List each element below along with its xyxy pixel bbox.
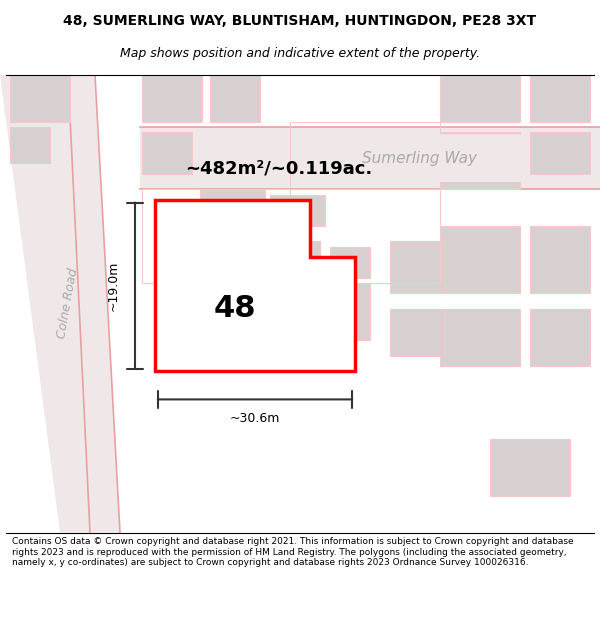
- Bar: [530, 75, 590, 122]
- Bar: [200, 189, 265, 226]
- Bar: [210, 75, 260, 122]
- Text: ~482m²/~0.119ac.: ~482m²/~0.119ac.: [185, 159, 372, 177]
- Polygon shape: [0, 75, 120, 532]
- Bar: [390, 241, 445, 293]
- Bar: [330, 246, 370, 278]
- Polygon shape: [155, 200, 355, 371]
- Bar: [200, 236, 250, 278]
- Bar: [490, 439, 570, 496]
- Bar: [440, 75, 520, 122]
- Bar: [440, 226, 520, 293]
- Text: Map shows position and indicative extent of the property.: Map shows position and indicative extent…: [120, 48, 480, 61]
- Bar: [10, 127, 50, 163]
- Bar: [530, 132, 590, 174]
- Bar: [330, 283, 370, 340]
- Bar: [10, 75, 70, 122]
- Bar: [142, 132, 192, 174]
- Text: Colne Road: Colne Road: [55, 268, 80, 340]
- Text: 48, SUMERLING WAY, BLUNTISHAM, HUNTINGDON, PE28 3XT: 48, SUMERLING WAY, BLUNTISHAM, HUNTINGDO…: [64, 14, 536, 28]
- Bar: [270, 241, 320, 278]
- Text: Contains OS data © Crown copyright and database right 2021. This information is : Contains OS data © Crown copyright and d…: [12, 537, 574, 567]
- Text: 48: 48: [214, 294, 256, 324]
- Bar: [440, 309, 520, 366]
- Bar: [140, 127, 600, 189]
- Bar: [142, 75, 202, 122]
- FancyBboxPatch shape: [315, 134, 525, 182]
- Bar: [390, 309, 445, 356]
- Bar: [270, 194, 325, 226]
- Text: ~19.0m: ~19.0m: [107, 261, 119, 311]
- Bar: [530, 309, 590, 366]
- Bar: [530, 226, 590, 293]
- Bar: [440, 132, 520, 189]
- Text: Sumerling Way: Sumerling Way: [362, 151, 478, 166]
- Text: ~30.6m: ~30.6m: [230, 412, 280, 424]
